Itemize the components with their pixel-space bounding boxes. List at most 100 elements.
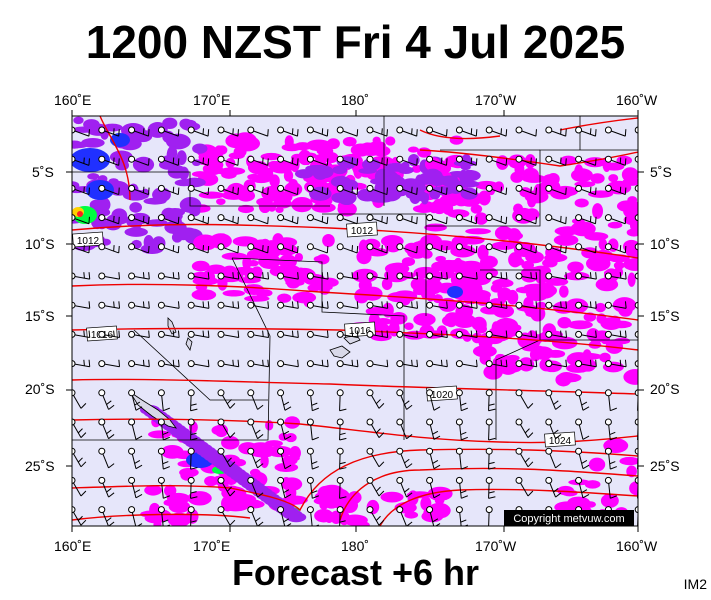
rain-cell [623, 258, 638, 271]
rain-cell [283, 169, 294, 182]
wind-barb [366, 126, 388, 137]
wind-barb [604, 126, 627, 137]
rain-cell [162, 117, 178, 129]
rain-cell [622, 201, 638, 212]
wind-barb [217, 155, 239, 166]
rain-cell [258, 199, 272, 214]
wind-barb [72, 301, 91, 309]
wind-barb [366, 330, 389, 339]
rain-cell [330, 176, 351, 188]
wind-barb [426, 184, 448, 196]
rain-cell [436, 162, 452, 174]
wind-barb [634, 126, 638, 134]
rain-cell [319, 499, 329, 510]
wind-barb [217, 330, 240, 339]
wind-barb [634, 330, 638, 338]
wind-barb [277, 330, 299, 339]
wind-barbs-layer [72, 126, 638, 526]
wind-barb [277, 301, 299, 309]
rain-cell [626, 228, 638, 237]
wind-barb [247, 243, 269, 254]
wind-barb [336, 214, 359, 225]
rain-cell [179, 467, 199, 478]
wind-barb [634, 360, 638, 368]
lat-label-right-25s: 25˚S [650, 458, 680, 474]
rain-cell [574, 164, 584, 180]
wind-barb [128, 243, 150, 254]
wind-barb [634, 243, 638, 251]
wind-barb [157, 272, 180, 280]
wind-barb [128, 214, 150, 225]
wind-barb [485, 243, 508, 254]
lat-label-right-20s: 20˚S [650, 381, 680, 397]
wind-barb [426, 506, 441, 526]
rain-cell [434, 496, 445, 505]
rain-cell [314, 509, 334, 523]
wind-barb [426, 330, 448, 339]
wind-barb [426, 243, 448, 254]
wind-barb [366, 447, 385, 468]
wind-barb [217, 272, 240, 280]
wind-barb [485, 506, 496, 526]
wind-barb [187, 418, 198, 441]
rain-streak [286, 512, 307, 523]
wind-barb [604, 184, 627, 196]
rain-cell [407, 146, 419, 153]
rain-cell [497, 277, 511, 288]
wind-barb [98, 359, 121, 368]
wind-barb [515, 155, 537, 166]
wind-barb [485, 418, 496, 441]
wind-barb [217, 506, 236, 526]
rain-cell [567, 320, 593, 330]
rain-cell [233, 146, 247, 158]
wind-barb [575, 418, 590, 440]
wind-barb [455, 418, 468, 441]
lon-label-bottom-160w: 160˚W [616, 538, 658, 554]
rain-cell [284, 182, 303, 197]
rain-cell [599, 352, 611, 363]
rain-cell [314, 165, 334, 179]
isobar-value: 1012 [77, 236, 100, 247]
wind-barb [247, 214, 269, 225]
wind-barb [217, 214, 239, 225]
isobar-label: 1024 [544, 431, 576, 448]
rain-cell [275, 206, 284, 214]
rain-cell [72, 140, 83, 149]
rain-cell [441, 315, 457, 327]
wind-barb [306, 301, 329, 309]
wind-barb [485, 476, 496, 499]
wind-barb [157, 476, 170, 499]
wind-barb [187, 359, 210, 368]
rain-cell [281, 143, 302, 152]
wind-barb [72, 506, 87, 526]
rain-cell [521, 260, 535, 270]
rain-cell [385, 136, 396, 146]
rain-cell [174, 179, 194, 187]
wind-barb [545, 330, 568, 339]
wind-barb [455, 389, 468, 412]
wind-barb [157, 243, 180, 254]
lat-label-right-5s: 5˚S [650, 164, 672, 180]
rain-cell [171, 232, 183, 243]
rain-cell [283, 257, 295, 268]
rain-cell [140, 243, 164, 254]
wind-barb [575, 330, 597, 339]
wind-barb [306, 243, 329, 254]
wind-barb [306, 506, 319, 526]
wind-barb [485, 447, 496, 470]
wind-barb [247, 126, 269, 137]
wind-barb [247, 389, 264, 410]
rain-cell [374, 318, 393, 325]
wind-barb [98, 389, 115, 410]
rain-cell [431, 240, 456, 251]
wind-barb [366, 389, 385, 409]
rain-cell [254, 450, 273, 458]
rain-cell [595, 277, 619, 292]
rain-cell [527, 194, 537, 208]
rain-cell [366, 247, 389, 257]
wind-barb [545, 418, 562, 440]
lat-label-left-20s: 20˚S [25, 381, 55, 397]
wind-barb [98, 418, 115, 440]
wind-barb [455, 447, 468, 470]
wind-barb [426, 389, 441, 411]
